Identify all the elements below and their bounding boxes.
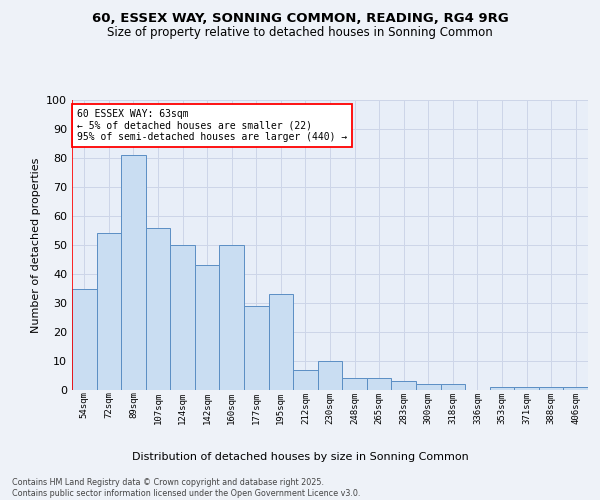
Bar — [367, 378, 391, 390]
Bar — [293, 370, 318, 390]
Bar — [342, 378, 367, 390]
Bar — [416, 384, 440, 390]
Text: 60 ESSEX WAY: 63sqm
← 5% of detached houses are smaller (22)
95% of semi-detache: 60 ESSEX WAY: 63sqm ← 5% of detached hou… — [77, 108, 347, 142]
Bar — [146, 228, 170, 390]
Bar — [440, 384, 465, 390]
Bar — [244, 306, 269, 390]
Text: Distribution of detached houses by size in Sonning Common: Distribution of detached houses by size … — [131, 452, 469, 462]
Bar — [539, 387, 563, 390]
Bar — [514, 387, 539, 390]
Bar — [72, 288, 97, 390]
Bar — [195, 266, 220, 390]
Bar — [97, 234, 121, 390]
Y-axis label: Number of detached properties: Number of detached properties — [31, 158, 41, 332]
Bar — [563, 387, 588, 390]
Bar — [490, 387, 514, 390]
Bar — [318, 361, 342, 390]
Bar — [391, 382, 416, 390]
Bar — [220, 245, 244, 390]
Bar — [121, 155, 146, 390]
Text: 60, ESSEX WAY, SONNING COMMON, READING, RG4 9RG: 60, ESSEX WAY, SONNING COMMON, READING, … — [92, 12, 508, 26]
Bar — [170, 245, 195, 390]
Text: Size of property relative to detached houses in Sonning Common: Size of property relative to detached ho… — [107, 26, 493, 39]
Bar — [269, 294, 293, 390]
Text: Contains HM Land Registry data © Crown copyright and database right 2025.
Contai: Contains HM Land Registry data © Crown c… — [12, 478, 361, 498]
